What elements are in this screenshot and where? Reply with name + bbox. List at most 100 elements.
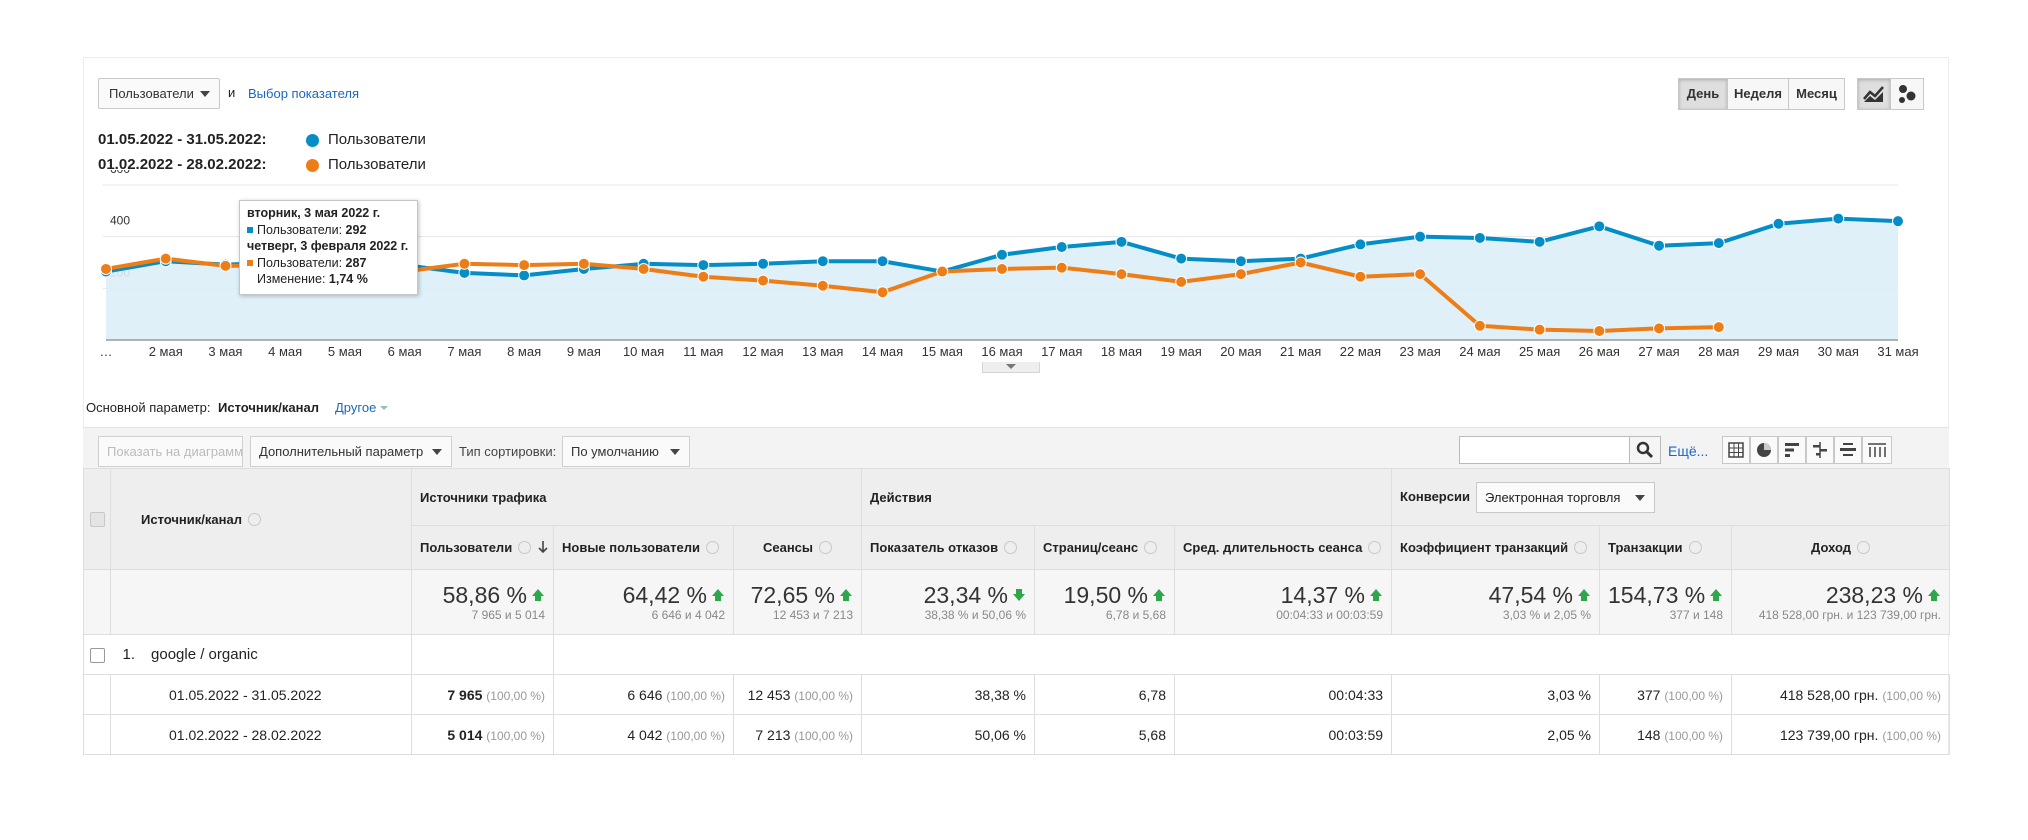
x-tick-label: … bbox=[100, 344, 113, 359]
summary-change-value: 47,54 % bbox=[1488, 582, 1574, 608]
checkbox[interactable] bbox=[90, 512, 105, 528]
compare-view-button[interactable] bbox=[1806, 436, 1834, 464]
column-header[interactable]: Сред. длительность сеанса bbox=[1173, 525, 1393, 570]
search-icon bbox=[1636, 441, 1654, 459]
data-point bbox=[1533, 323, 1546, 336]
help-icon[interactable] bbox=[1857, 541, 1870, 554]
cell-percent: (100,00 %) bbox=[666, 688, 725, 703]
caret bbox=[432, 449, 442, 455]
day-button[interactable]: День bbox=[1678, 78, 1728, 110]
conversion-select[interactable]: Электронная торговля bbox=[1475, 481, 1656, 513]
data-point bbox=[936, 265, 949, 278]
column-label: Показатель отказов bbox=[870, 540, 999, 555]
dimension-value: Источник/канал bbox=[218, 400, 319, 415]
help-icon[interactable] bbox=[1144, 541, 1158, 554]
period-cell: 5,68 bbox=[1034, 714, 1175, 755]
data-point bbox=[1354, 270, 1367, 283]
search-input[interactable] bbox=[1459, 436, 1631, 464]
column-header[interactable]: Коэффициент транзакций bbox=[1391, 525, 1601, 570]
column-header[interactable]: Показатель отказов bbox=[861, 525, 1035, 570]
cell-value: 123 739,00 грн. bbox=[1779, 726, 1879, 743]
column-header[interactable]: Доход bbox=[1731, 525, 1951, 570]
help-icon[interactable] bbox=[1688, 541, 1702, 554]
x-tick-label: 29 мая bbox=[1758, 344, 1799, 359]
summary-change-value: 14,37 % bbox=[1280, 582, 1366, 608]
column-header[interactable]: Новые пользователи bbox=[553, 525, 734, 570]
row-name[interactable]: google / organic bbox=[151, 646, 258, 663]
metric-select[interactable]: Пользователи bbox=[98, 78, 220, 109]
chart-collapse-handle[interactable] bbox=[982, 362, 1040, 373]
y-tick-label: 400 bbox=[110, 214, 130, 228]
trend-arrow bbox=[1153, 589, 1165, 601]
summary-row: 58,86 % 7 965 и 5 014 64,42 % 6 646 и 4 042… bbox=[83, 569, 1951, 635]
more-link[interactable]: Ещё... bbox=[1668, 443, 1709, 459]
help-icon[interactable] bbox=[1004, 541, 1018, 554]
period-cell: 148 (100,00 %) bbox=[1599, 714, 1733, 755]
cell-value: 6,78 bbox=[1138, 686, 1166, 703]
pie-view-button[interactable] bbox=[1750, 436, 1778, 464]
summary-change: 47,54 % bbox=[1400, 582, 1591, 608]
summary-sub: 7 965 и 5 014 bbox=[471, 608, 545, 622]
dimension-label: Основной параметр: bbox=[86, 400, 211, 415]
pivot-view-button[interactable] bbox=[1862, 436, 1892, 464]
summary-cell: 64,42 % 6 646 и 4 042 bbox=[553, 569, 734, 635]
column-header[interactable]: Сеансы bbox=[733, 525, 862, 570]
help-icon[interactable] bbox=[819, 541, 833, 554]
tooltip-change-value: 1,74 % bbox=[328, 272, 368, 286]
column-label: Сред. длительность сеанса bbox=[1183, 540, 1363, 555]
trend-arrow bbox=[532, 589, 544, 601]
column-label: Новые пользователи bbox=[562, 540, 700, 555]
choose-metric-link[interactable]: Выбор показателя bbox=[248, 86, 359, 101]
x-tick-label: 7 мая bbox=[447, 344, 481, 359]
column-header[interactable]: Страниц/сеанс bbox=[1034, 525, 1175, 570]
show-on-chart-button[interactable]: Показать на диаграмме bbox=[98, 436, 243, 467]
search-button[interactable] bbox=[1629, 436, 1661, 464]
trend-arrow bbox=[1578, 589, 1591, 601]
data-point bbox=[637, 262, 650, 275]
x-tick-label: 30 мая bbox=[1818, 344, 1859, 359]
column-header[interactable]: Транзакции bbox=[1599, 525, 1733, 570]
motion-chart-button[interactable] bbox=[1890, 78, 1924, 110]
cell-value: 12 453 bbox=[747, 686, 791, 703]
data-point bbox=[1175, 252, 1188, 265]
help-icon[interactable] bbox=[518, 541, 532, 554]
summary-cell: 58,86 % 7 965 и 5 014 bbox=[411, 569, 554, 635]
x-tick-label: 21 мая bbox=[1280, 344, 1321, 359]
caret bbox=[380, 406, 389, 410]
group-label: Источники трафика bbox=[420, 489, 547, 505]
period-range: 01.02.2022 - 28.02.2022 bbox=[110, 714, 412, 755]
column-header[interactable]: Пользователи bbox=[411, 525, 554, 570]
line-chart-button[interactable] bbox=[1857, 78, 1891, 110]
help-icon[interactable] bbox=[1368, 541, 1382, 554]
legend-period: 01.05.2022 - 31.05.2022: bbox=[98, 131, 267, 148]
secondary-dimension-select[interactable]: Дополнительный параметр bbox=[250, 436, 452, 467]
help-icon[interactable] bbox=[1574, 541, 1588, 554]
data-point bbox=[697, 270, 710, 283]
sort-select[interactable]: По умолчанию bbox=[562, 436, 690, 467]
group-header: Источники трафика bbox=[411, 468, 862, 526]
checkbox[interactable] bbox=[90, 647, 105, 663]
period-cell: 3,03 % bbox=[1391, 674, 1601, 715]
summary-sub: 6 646 и 4 042 bbox=[651, 608, 725, 622]
x-tick-label: 15 мая bbox=[922, 344, 963, 359]
period-cell: 123 739,00 грн. (100,00 %) bbox=[1731, 714, 1951, 755]
other-dimension-link[interactable]: Другое bbox=[335, 400, 389, 415]
cell-value: 50,06 % bbox=[974, 726, 1026, 743]
compare-view-icon bbox=[1813, 442, 1827, 458]
help-icon[interactable] bbox=[705, 541, 719, 554]
week-button[interactable]: Неделя bbox=[1727, 78, 1789, 110]
legend-dot bbox=[306, 134, 319, 147]
cell-value: 5,68 bbox=[1138, 726, 1166, 743]
pivot-view-icon bbox=[1868, 443, 1886, 457]
x-tick-label: 28 мая bbox=[1698, 344, 1739, 359]
term-cloud-button[interactable] bbox=[1834, 436, 1862, 464]
x-tick-label: 17 мая bbox=[1041, 344, 1082, 359]
cell-percent: (100,00 %) bbox=[486, 688, 545, 703]
month-button[interactable]: Месяц bbox=[1788, 78, 1845, 110]
help-icon[interactable] bbox=[247, 512, 261, 526]
x-tick-label: 10 мая bbox=[623, 344, 664, 359]
tooltip-change-label: Изменение: bbox=[257, 272, 326, 286]
bar-view-button[interactable] bbox=[1778, 436, 1806, 464]
table-view-button[interactable] bbox=[1722, 436, 1750, 464]
